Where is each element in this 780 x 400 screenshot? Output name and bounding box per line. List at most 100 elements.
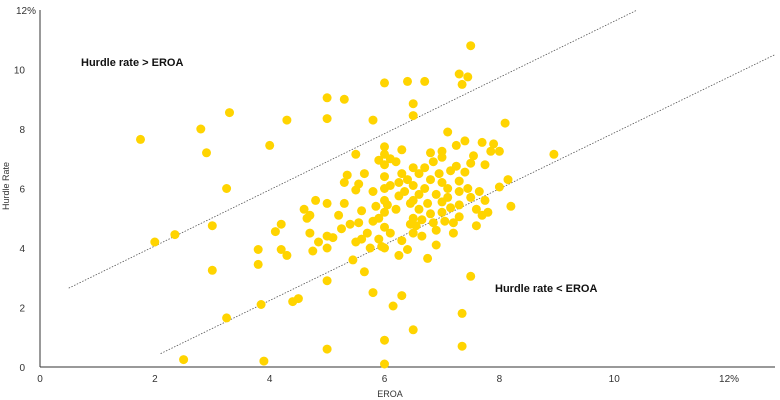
data-point [328, 233, 338, 243]
data-point [486, 146, 496, 156]
x-tick-label: 2 [152, 374, 158, 385]
y-axis-label: Hurdle Rate [1, 162, 11, 210]
data-point [388, 301, 398, 311]
x-tick-label: 8 [497, 374, 503, 385]
data-point [423, 253, 433, 263]
data-point [428, 218, 438, 228]
data-point [385, 181, 395, 190]
data-point [380, 243, 389, 253]
data-point [426, 148, 435, 158]
data-point [489, 139, 499, 149]
data-point [202, 148, 211, 158]
data-point [374, 213, 384, 223]
data-point [417, 215, 427, 225]
data-point [506, 201, 516, 211]
data-point [480, 195, 490, 205]
x-tick-label: 12% [719, 374, 739, 385]
reference-lines [68, 9, 776, 354]
data-point [339, 94, 349, 104]
data-point [322, 114, 332, 124]
data-point [454, 212, 464, 222]
data-point [265, 140, 275, 150]
data-point [259, 356, 269, 366]
data-points [136, 41, 559, 369]
data-point [463, 184, 473, 193]
data-point [437, 152, 447, 162]
data-point [408, 325, 418, 335]
y-tick-label: 2 [19, 304, 25, 315]
data-point [222, 313, 232, 323]
x-tick-labels: 0 2 4 6 8 10 12% [37, 374, 739, 385]
data-point [380, 222, 389, 232]
data-point [397, 145, 407, 155]
axes [39, 10, 775, 368]
data-point [253, 259, 263, 269]
data-point [334, 210, 344, 220]
data-point [471, 204, 481, 214]
data-point [494, 146, 504, 156]
data-point [500, 118, 510, 128]
data-point [380, 78, 389, 88]
data-point [342, 170, 352, 180]
y-tick-label: 4 [19, 244, 25, 255]
data-point [457, 79, 467, 89]
data-point [408, 195, 418, 205]
data-point [368, 187, 378, 196]
x-tick-label: 0 [37, 374, 43, 385]
data-point [382, 200, 392, 210]
data-point [394, 191, 404, 201]
data-point [503, 175, 513, 185]
data-point [454, 187, 464, 196]
data-point [359, 169, 369, 179]
data-point [136, 134, 145, 144]
data-point [354, 218, 364, 228]
data-point [451, 161, 461, 171]
data-point [443, 192, 453, 202]
data-point [408, 99, 418, 109]
data-point [434, 169, 444, 179]
data-point [428, 157, 438, 167]
data-point [417, 231, 427, 241]
data-point [408, 111, 418, 121]
data-point [305, 210, 315, 220]
data-point [477, 137, 487, 147]
annotation-below: Hurdle rate < EROA [495, 283, 597, 295]
y-tick-label: 10 [14, 66, 26, 77]
data-point [339, 198, 349, 208]
data-point [474, 187, 484, 196]
data-point [440, 216, 450, 226]
data-point [437, 178, 447, 187]
data-point [225, 108, 234, 118]
reference-line-2 [160, 54, 776, 354]
data-point [359, 267, 369, 277]
data-point [397, 169, 407, 179]
data-point [179, 355, 189, 365]
data-point [466, 158, 476, 168]
data-point [466, 192, 476, 202]
data-point [351, 149, 361, 159]
data-point [354, 179, 364, 189]
data-point [420, 184, 430, 193]
data-point [311, 195, 321, 205]
data-point [443, 127, 453, 137]
data-point [222, 184, 232, 193]
data-point [282, 250, 292, 260]
data-point [380, 335, 389, 345]
data-point [471, 221, 481, 231]
data-point [374, 234, 384, 244]
data-point [457, 341, 467, 351]
data-point [305, 228, 315, 238]
data-point [405, 219, 415, 229]
data-point [431, 240, 441, 250]
y-tick-label: 6 [19, 185, 25, 196]
data-point [337, 224, 346, 234]
data-point [448, 228, 458, 238]
data-point [443, 184, 453, 193]
data-point [394, 250, 404, 260]
data-point [293, 294, 303, 304]
data-point [385, 228, 395, 238]
data-point [394, 178, 404, 187]
data-point [463, 72, 473, 82]
data-point [282, 115, 292, 125]
data-point [454, 176, 464, 186]
